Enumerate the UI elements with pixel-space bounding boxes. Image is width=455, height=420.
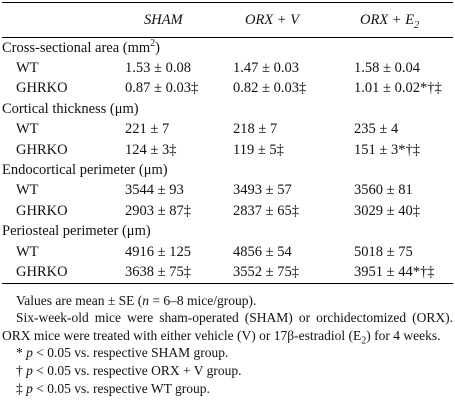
section-title: Cortical thickness (μm) — [2, 99, 453, 119]
data-row: GHRKO 0.87 ± 0.03‡ 0.82 ± 0.03‡ 1.01 ± 0.02… — [2, 79, 453, 99]
corner — [2, 2, 122, 38]
text-run: Cross-sectional area (mm — [2, 39, 151, 56]
row-label: WT — [16, 60, 39, 77]
text-run: ORX + E — [360, 11, 415, 28]
cell: 1.47 ± 0.03 — [233, 60, 299, 77]
cell: 0.82 ± 0.03‡ — [233, 80, 307, 97]
row-label: GHRKO — [16, 202, 68, 219]
text-run: ) for 4 weeks. — [366, 327, 441, 343]
text-run: p — [26, 380, 33, 396]
text-run: < 0.05 vs. respective SHAM group. — [32, 345, 229, 361]
section-row: Cortical thickness (μm) — [2, 99, 453, 119]
cell: 1.53 ± 0.08 — [125, 60, 191, 77]
cell: 2903 ± 87‡ — [125, 202, 191, 219]
cell: 3552 ± 75‡ — [233, 263, 299, 280]
section-row: Endocortical perimeter (μm) — [2, 160, 453, 180]
text-run: * — [16, 345, 27, 361]
text-run: 2 — [361, 335, 367, 347]
text-run: ) — [155, 39, 161, 56]
data-row: WT 4916 ± 125 4856 ± 54 5018 ± 75 — [2, 242, 453, 262]
data-row: WT 1.53 ± 0.08 1.47 ± 0.03 1.58 ± 0.04 — [2, 58, 453, 78]
row-label: GHRKO — [16, 80, 68, 97]
text-run: Values are mean ± SE ( — [16, 292, 143, 308]
text-run: ‡ — [16, 380, 27, 396]
row-label: WT — [16, 182, 39, 199]
column-header: SHAM — [122, 2, 233, 38]
data-row: GHRKO 3638 ± 75‡ 3552 ± 75‡ 3951 ± 44*†‡ — [2, 262, 453, 283]
footnote: Values are mean ± SE (n = 6–8 mice/group… — [2, 292, 453, 310]
cell: 1.58 ± 0.04 — [354, 60, 420, 77]
cell: 218 ± 7 — [233, 121, 278, 138]
row-label: WT — [16, 121, 39, 138]
cell: 3029 ± 40‡ — [354, 202, 420, 219]
cell: 221 ± 7 — [125, 121, 170, 138]
cell: 3544 ± 93 — [125, 182, 184, 199]
column-header: ORX + E2 — [354, 2, 453, 38]
row-label: GHRKO — [16, 263, 68, 280]
text-run: Periosteal perimeter (μm) — [2, 223, 151, 240]
text-run: n — [142, 292, 149, 308]
cell: 3951 ± 44*†‡ — [354, 263, 435, 280]
text-run: = 6–8 mice/group). — [149, 292, 257, 308]
section-title: Cross-sectional area (mm2) — [2, 38, 453, 59]
cell: 1.01 ± 0.02*†‡ — [354, 80, 442, 97]
text-run: ORX + V — [245, 11, 300, 28]
cell: 4916 ± 125 — [125, 243, 191, 260]
cell: 0.87 ± 0.03‡ — [125, 80, 199, 97]
section-title: Periosteal perimeter (μm) — [2, 222, 453, 242]
data-table: SHAM ORX + V ORX + E2 Cross-sectional area… — [2, 2, 453, 284]
section-title: Endocortical perimeter (μm) — [2, 160, 453, 180]
text-run: 2 — [150, 37, 156, 49]
row-label: WT — [16, 243, 39, 260]
page: SHAM ORX + V ORX + E2 Cross-sectional area… — [2, 2, 453, 398]
footnote: Six-week-old mice were sham-operated (SH… — [2, 309, 453, 347]
column-header: ORX + V — [233, 2, 354, 38]
header-row: SHAM ORX + V ORX + E2 — [2, 2, 453, 38]
cell: 3560 ± 81 — [354, 182, 413, 199]
cell: 4856 ± 54 — [233, 243, 292, 260]
cell: 124 ± 3‡ — [125, 141, 177, 158]
footnotes: Values are mean ± SE (n = 6–8 mice/group… — [2, 292, 453, 398]
data-row: WT 3544 ± 93 3493 ± 57 3560 ± 81 — [2, 181, 453, 201]
text-run: SHAM — [144, 11, 183, 28]
text-run: p — [26, 345, 33, 361]
row-label: GHRKO — [16, 141, 68, 158]
data-row: GHRKO 124 ± 3‡ 119 ± 5‡ 151 ± 3*†‡ — [2, 140, 453, 160]
data-row: GHRKO 2903 ± 87‡ 2837 ± 65‡ 3029 ± 40‡ — [2, 201, 453, 221]
cell: 235 ± 4 — [354, 121, 399, 138]
text-run: Six-week-old mice were sham-operated (SH… — [2, 310, 453, 343]
footnote: ‡ p < 0.05 vs. respective WT group. — [2, 380, 453, 398]
cell: 119 ± 5‡ — [233, 141, 284, 158]
text-run: p — [26, 363, 33, 379]
text-run: 2 — [414, 19, 420, 31]
data-row: WT 221 ± 7 218 ± 7 235 ± 4 — [2, 120, 453, 140]
text-run: < 0.05 vs. respective ORX + V group. — [32, 363, 242, 379]
cell: 2837 ± 65‡ — [233, 202, 299, 219]
text-run: Cortical thickness (μm) — [2, 100, 139, 117]
footnote: † p < 0.05 vs. respective ORX + V group. — [2, 362, 453, 380]
section-row: Cross-sectional area (mm2) — [2, 38, 453, 59]
cell: 5018 ± 75 — [354, 243, 413, 260]
cell: 3493 ± 57 — [233, 182, 292, 199]
cell: 3638 ± 75‡ — [125, 263, 191, 280]
section-row: Periosteal perimeter (μm) — [2, 222, 453, 242]
text-run: < 0.05 vs. respective WT group. — [32, 380, 210, 396]
cell: 151 ± 3*†‡ — [354, 141, 420, 158]
text-run: † — [16, 363, 27, 379]
footnote: * p < 0.05 vs. respective SHAM group. — [2, 344, 453, 362]
text-run: Endocortical perimeter (μm) — [2, 162, 168, 179]
